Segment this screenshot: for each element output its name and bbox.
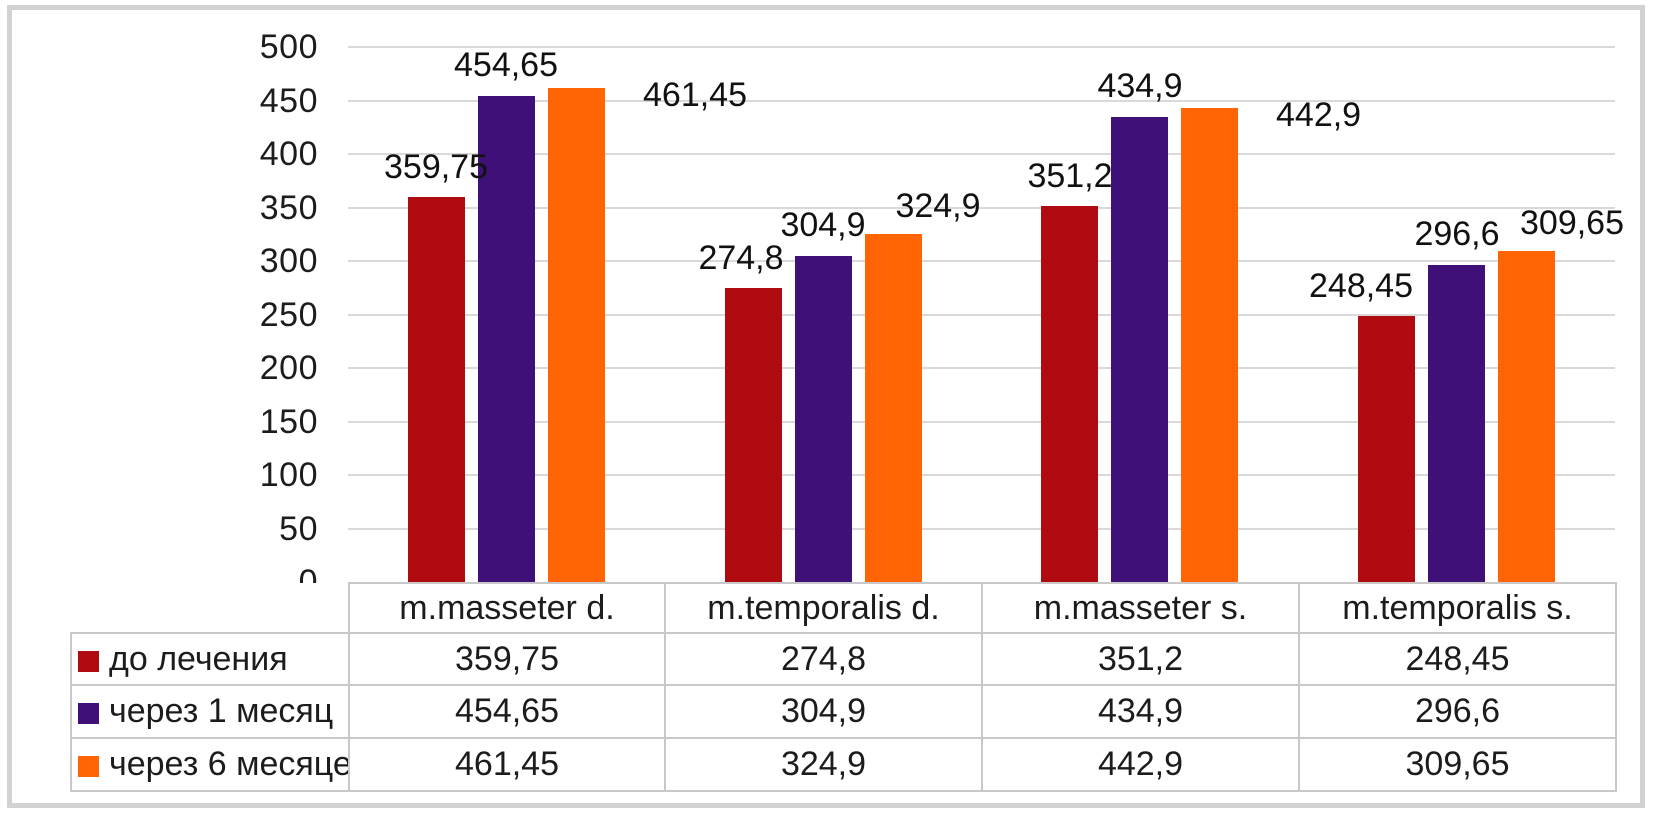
legend-cell: до лечения <box>70 632 350 686</box>
legend-swatch-icon <box>78 703 99 724</box>
data-table: m.masseter d. m.temporalis d. m.masseter s… <box>70 582 1617 792</box>
table-corner-cell <box>71 583 349 633</box>
bar-series2-cat2 <box>1181 108 1238 582</box>
data-label-series1-cat0: 454,65 <box>454 46 558 84</box>
legend-swatch-icon <box>78 650 99 672</box>
gridline-500 <box>348 46 1615 48</box>
bar-series2-cat0 <box>548 88 605 582</box>
table-value-cell: 274,8 <box>664 632 983 686</box>
y-axis-tick-label: 400 <box>259 135 318 173</box>
table-value-cell: 309,65 <box>1298 737 1617 792</box>
legend-cell: через 1 месяц <box>70 684 350 739</box>
series-name: до лечения <box>109 639 288 678</box>
bar-series1-cat0 <box>478 96 535 582</box>
gridline-350 <box>348 207 1615 209</box>
bar-series1-cat2 <box>1111 117 1168 582</box>
y-axis-tick-label: 100 <box>259 456 318 494</box>
y-axis-tick-label: 150 <box>259 403 318 441</box>
data-label-series2-cat3: 309,65 <box>1520 204 1624 242</box>
y-axis-tick-label: 450 <box>259 82 318 120</box>
legend-cell: через 6 месяцев <box>70 737 350 792</box>
category-header-cell: m.masseter d. <box>348 582 666 634</box>
bar-series2-cat3 <box>1498 251 1555 582</box>
gridline-50 <box>348 528 1615 530</box>
table-value-cell: 461,45 <box>348 737 666 792</box>
table-value-cell: 359,75 <box>348 632 666 686</box>
gridline-250 <box>348 314 1615 316</box>
y-axis-tick-label: 50 <box>279 510 318 548</box>
data-label-series0-cat0: 359,75 <box>384 148 488 186</box>
data-label-series0-cat3: 248,45 <box>1309 267 1413 305</box>
gridline-300 <box>348 260 1615 262</box>
series-name: через 6 месяцев <box>109 745 349 783</box>
data-label-series2-cat1: 324,9 <box>895 187 981 225</box>
bar-series0-cat0 <box>408 197 465 582</box>
category-header-cell: m.temporalis d. <box>664 582 983 634</box>
gridline-400 <box>348 153 1615 155</box>
bar-series1-cat1 <box>795 256 852 582</box>
table-value-cell: 351,2 <box>981 632 1300 686</box>
category-header-cell: m.temporalis s. <box>1298 582 1617 634</box>
gridline-200 <box>348 367 1615 369</box>
table-value-cell: 324,9 <box>664 737 983 792</box>
y-axis-tick-label: 350 <box>259 189 318 227</box>
table-value-cell: 296,6 <box>1298 684 1617 739</box>
y-axis-tick-label: 300 <box>259 242 318 280</box>
table-value-cell: 304,9 <box>664 684 983 739</box>
bar-series2-cat1 <box>865 234 922 582</box>
y-axis-tick-label: 200 <box>259 349 318 387</box>
gridline-150 <box>348 421 1615 423</box>
bar-series0-cat3 <box>1358 316 1415 582</box>
bar-series0-cat2 <box>1041 206 1098 582</box>
y-axis-tick-label: 250 <box>259 296 318 334</box>
series-name: через 1 месяц <box>109 692 334 730</box>
table-value-cell: 442,9 <box>981 737 1300 792</box>
gridline-450 <box>348 100 1615 102</box>
data-label-series0-cat1: 274,8 <box>698 239 784 277</box>
legend-swatch-icon <box>78 756 99 777</box>
data-label-series1-cat2: 434,9 <box>1097 67 1183 105</box>
data-label-series2-cat0: 461,45 <box>643 76 747 114</box>
data-label-series0-cat2: 351,2 <box>1027 157 1113 195</box>
table-value-cell: 248,45 <box>1298 632 1617 686</box>
y-axis-tick-label: 500 <box>259 28 318 66</box>
bar-series0-cat1 <box>725 288 782 582</box>
bar-series1-cat3 <box>1428 265 1485 582</box>
table-value-cell: 434,9 <box>981 684 1300 739</box>
data-label-series1-cat1: 304,9 <box>780 206 866 244</box>
data-label-series1-cat3: 296,6 <box>1414 215 1500 253</box>
data-label-series2-cat2: 442,9 <box>1276 96 1362 134</box>
table-value-cell: 454,65 <box>348 684 666 739</box>
gridline-100 <box>348 474 1615 476</box>
category-header-cell: m.masseter s. <box>981 582 1300 634</box>
